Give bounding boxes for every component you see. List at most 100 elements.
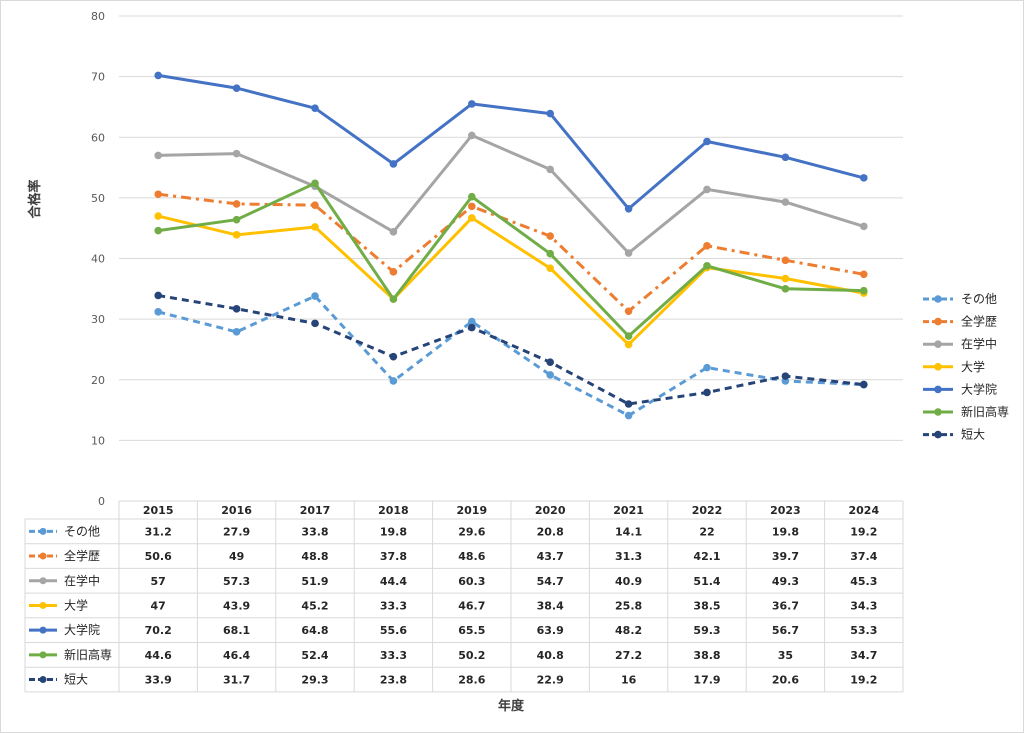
y-tick-label: 0 [98, 495, 105, 508]
table-legend-marker [39, 601, 47, 609]
data-point [624, 332, 633, 340]
table-cell: 28.6 [458, 674, 485, 687]
data-point [468, 192, 476, 201]
table-cell: 34.3 [850, 599, 877, 612]
data-point [154, 226, 162, 235]
data-point [311, 319, 319, 328]
y-tick-label: 30 [91, 313, 105, 326]
table-cell: 37.8 [380, 550, 407, 563]
data-point [311, 179, 319, 188]
legend-label: 全学歴 [961, 314, 997, 329]
x-axis-label: 年度 [498, 698, 525, 714]
table-cell: 70.2 [145, 624, 172, 637]
series-line [157, 214, 865, 347]
table-cell: 17.9 [693, 674, 720, 687]
x-tick-label: 2019 [456, 504, 487, 517]
y-tick-label: 40 [91, 253, 105, 266]
x-tick-label: 2020 [535, 504, 566, 517]
table-cell: 51.9 [301, 575, 328, 588]
table-cell: 27.9 [223, 525, 250, 538]
table-cell: 34.7 [850, 649, 877, 662]
legend-marker [934, 363, 942, 371]
legend-marker [934, 385, 942, 394]
table-legend-marker [39, 527, 47, 535]
data-point [311, 104, 319, 112]
table-cell: 19.2 [850, 674, 877, 687]
data-point [624, 249, 633, 257]
table-cell: 57.3 [223, 575, 250, 588]
table-cell: 63.9 [537, 624, 564, 637]
table-cell: 20.8 [537, 525, 564, 538]
table-cell: 48.8 [301, 550, 328, 563]
data-point [781, 372, 790, 380]
data-point [860, 174, 868, 182]
data-point [546, 232, 554, 240]
data-point [703, 363, 711, 372]
table-cell: 20.6 [772, 674, 799, 687]
table-cell: 33.9 [145, 674, 172, 687]
x-tick-label: 2021 [613, 504, 644, 517]
y-axis-label: 合格率 [27, 179, 43, 218]
table-cell: 47 [151, 599, 166, 612]
data-point [546, 264, 554, 273]
legend-label: 短大 [961, 428, 985, 442]
data-point [546, 358, 554, 366]
data-point [389, 228, 398, 236]
table-cell: 38.4 [537, 599, 564, 612]
y-axis-ticks: 0 10 20 30 40 50 60 70 80 [91, 10, 105, 508]
table-cell: 14.1 [615, 525, 642, 538]
data-point [232, 84, 241, 92]
table-row-label: 全学歴 [64, 548, 100, 563]
table-cell: 48.6 [458, 550, 485, 563]
data-point [624, 411, 633, 420]
table-cell: 31.3 [615, 550, 642, 563]
data-point [154, 71, 162, 80]
data-point [781, 274, 790, 283]
data-point [389, 268, 398, 276]
data-point [154, 190, 162, 199]
data-point [468, 202, 476, 211]
table-cell: 35 [778, 649, 793, 662]
table-cell: 38.8 [693, 649, 720, 662]
table-cell: 37.4 [850, 550, 877, 563]
data-point [311, 292, 319, 300]
table-cell: 59.3 [693, 624, 720, 637]
series-line [157, 73, 865, 211]
table-cell: 54.7 [537, 575, 564, 588]
data-point [546, 371, 554, 379]
data-point [311, 201, 319, 209]
data-point [624, 204, 633, 213]
legend-label: 在学中 [961, 336, 997, 351]
data-point [389, 160, 398, 168]
table-cell: 57 [151, 575, 166, 588]
table-cell: 33.3 [380, 599, 407, 612]
data-point [781, 153, 790, 162]
table-cell: 49.3 [772, 575, 799, 588]
legend-label: その他 [961, 292, 997, 306]
data-point [624, 307, 633, 316]
table-cell: 36.7 [772, 599, 799, 612]
y-tick-label: 70 [91, 71, 105, 84]
legend-marker [934, 317, 942, 326]
table-cell: 46.4 [223, 649, 250, 662]
data-point [468, 131, 476, 140]
table-legend-marker [39, 676, 47, 684]
data-point [232, 200, 241, 208]
table-cell: 19.8 [380, 525, 407, 538]
table-cell: 40.9 [615, 575, 642, 588]
table-cell: 44.6 [145, 649, 172, 662]
table-cell: 29.3 [301, 674, 328, 687]
table-cell: 39.7 [772, 550, 799, 563]
table-cell: 23.8 [380, 674, 407, 687]
data-point [860, 222, 868, 231]
data-point [703, 388, 711, 397]
data-point [860, 286, 868, 295]
data-point [624, 340, 633, 349]
data-point [703, 261, 711, 270]
table-cell: 22.9 [537, 674, 564, 687]
data-point [546, 109, 554, 118]
table-cell: 45.3 [850, 575, 877, 588]
